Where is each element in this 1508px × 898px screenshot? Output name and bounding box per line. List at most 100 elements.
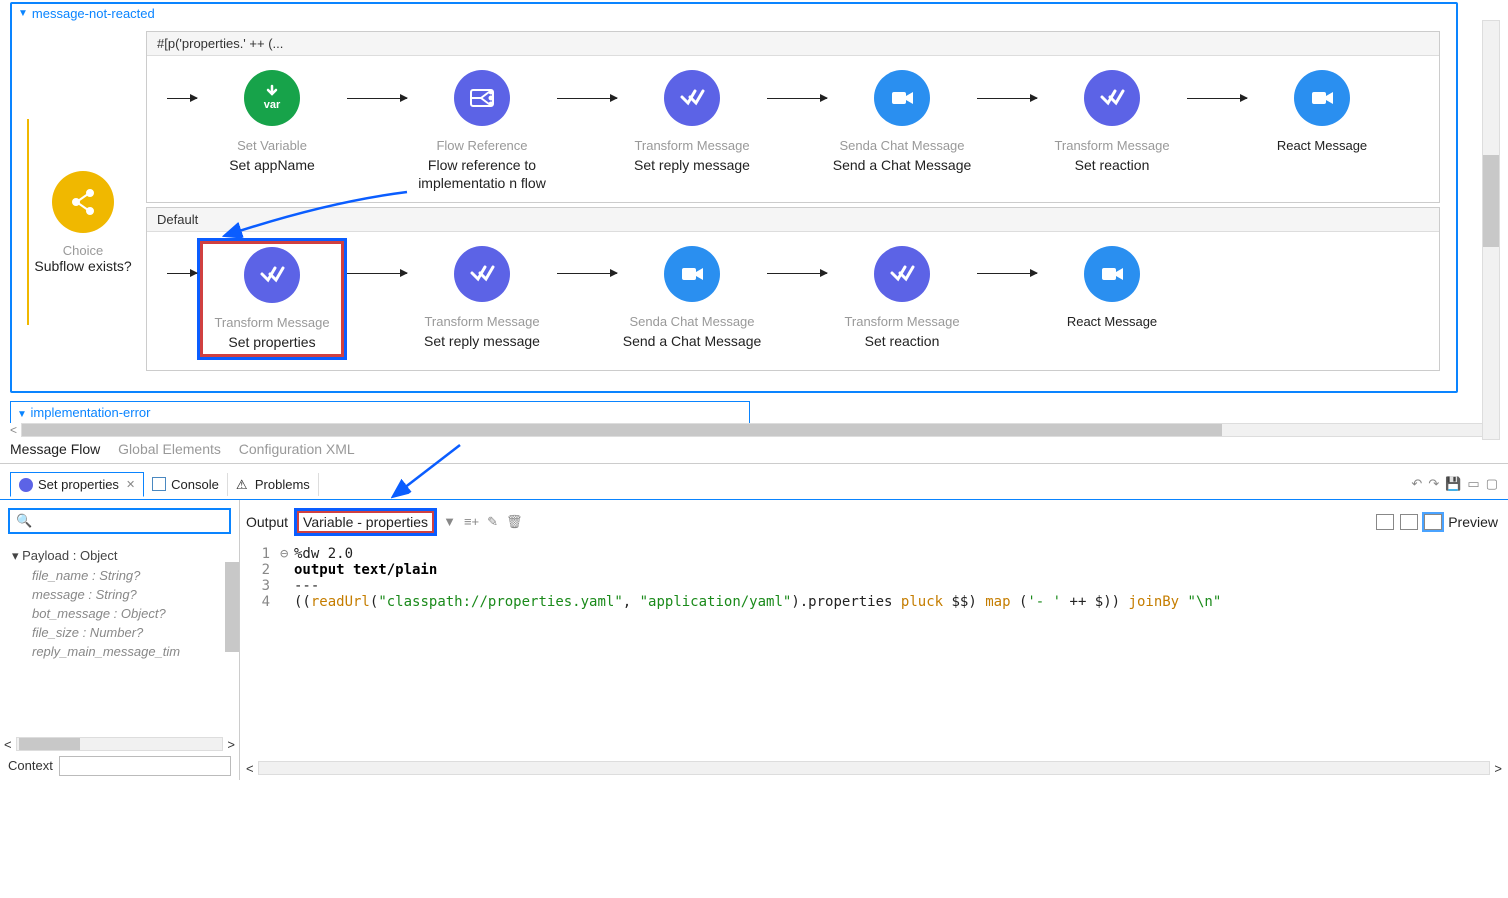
node-icon	[1084, 246, 1140, 302]
choice-node[interactable]: Choice Subflow exists?	[28, 31, 138, 274]
node-icon	[664, 70, 720, 126]
context-row: Context	[0, 752, 239, 780]
search-icon: 🔍	[16, 513, 32, 529]
tree-vscroll[interactable]	[225, 562, 239, 652]
arrow	[767, 246, 827, 302]
arrow	[977, 246, 1037, 302]
tab-config-xml[interactable]: Configuration XML	[239, 441, 355, 457]
tree-root[interactable]: ▾ Payload : Object	[8, 546, 239, 566]
flow-node[interactable]: Transform MessageSet properties	[197, 238, 347, 360]
flow-node[interactable]: Transform MessageSet reply message	[407, 246, 557, 350]
canvas-vscroll[interactable]	[1482, 20, 1500, 440]
node-label: Flow reference to implementatio n flow	[407, 156, 557, 192]
minimize-icon[interactable]: ▭	[1467, 476, 1479, 492]
flow-node[interactable]: Transform Message Set reaction	[827, 246, 977, 350]
node-icon	[874, 70, 930, 126]
undo-icon[interactable]: ↶	[1411, 476, 1422, 492]
flow-body: Choice Subflow exists? #[p('properties.'…	[12, 23, 1456, 391]
output-row: Output Variable - properties ▼ ≡+ ✎ 🗑 Pr…	[240, 500, 1508, 544]
node-icon	[454, 70, 510, 126]
tree-item[interactable]: file_size : Number?	[8, 623, 239, 642]
flow-node[interactable]: Transform Message Set reply message	[617, 70, 767, 174]
branch-1-header[interactable]: #[p('properties.' ++ (...	[147, 32, 1439, 56]
choice-label-top: Choice	[28, 243, 138, 258]
node-label: Set reply message	[407, 332, 557, 350]
node-label: Set reply message	[617, 156, 767, 174]
arrow	[347, 70, 407, 126]
tree-panel: 🔍 ▾ Payload : Object file_name : String?…	[0, 500, 240, 780]
flow-node[interactable]: Senda Chat MessageSend a Chat Message	[827, 70, 977, 174]
node-label: Set reaction	[1037, 156, 1187, 174]
tree-item[interactable]: bot_message : Object?	[8, 604, 239, 623]
console-icon	[152, 477, 166, 491]
search-input[interactable]: 🔍	[8, 508, 231, 534]
tab-problems[interactable]: ⚠ Problems	[228, 473, 319, 496]
subflow-header[interactable]: ▼ implementation-error	[10, 401, 750, 423]
tab-message-flow[interactable]: Message Flow	[10, 441, 100, 457]
node-type: Transform Message	[204, 315, 340, 331]
save-icon[interactable]: 💾	[1445, 476, 1461, 492]
search-field[interactable]	[36, 513, 223, 528]
flow-header[interactable]: ▼ message-not-reacted	[12, 4, 1456, 23]
tree-item[interactable]: message : String?	[8, 585, 239, 604]
tree-item[interactable]: file_name : String?	[8, 566, 239, 585]
output-target[interactable]: Variable - properties	[294, 508, 437, 536]
flow-node[interactable]: Transform Message Set reaction	[1037, 70, 1187, 174]
redo-icon[interactable]: ↷	[1428, 476, 1439, 492]
tab-label: Console	[171, 477, 219, 492]
code-line[interactable]: 1⊖%dw 2.0	[240, 546, 1508, 562]
code-line[interactable]: 3---	[240, 578, 1508, 594]
code-line[interactable]: 4((readUrl("classpath://properties.yaml"…	[240, 594, 1508, 610]
context-box[interactable]	[59, 756, 231, 776]
context-label: Context	[8, 758, 53, 773]
node-type: Transform Message	[617, 138, 767, 154]
choice-line	[27, 119, 29, 325]
code-panel: Output Variable - properties ▼ ≡+ ✎ 🗑 Pr…	[240, 500, 1508, 780]
preview-label[interactable]: Preview	[1448, 514, 1498, 530]
node-type: Flow Reference	[407, 138, 557, 154]
arrow	[977, 70, 1037, 126]
tab-global-elements[interactable]: Global Elements	[118, 441, 221, 457]
layout-3-icon[interactable]	[1424, 514, 1442, 530]
node-icon: var	[244, 70, 300, 126]
arrow	[557, 70, 617, 126]
branch-default: Default Transform MessageSet propertiesT…	[146, 207, 1440, 371]
collapse-icon[interactable]: ▼	[17, 409, 27, 420]
node-label: Set reaction	[827, 332, 977, 350]
canvas-hscroll[interactable]: <>	[10, 423, 1498, 437]
flow-node[interactable]: Senda Chat MessageSend a Chat Message	[617, 246, 767, 350]
node-type: Transform Message	[827, 314, 977, 330]
delete-icon[interactable]: 🗑	[506, 514, 523, 530]
tree-hscroll[interactable]: <>	[0, 737, 239, 752]
layout-2-icon[interactable]	[1400, 514, 1418, 530]
code-hscroll[interactable]: <>	[240, 761, 1508, 780]
layout-1-icon[interactable]	[1376, 514, 1394, 530]
node-type: Senda Chat Message	[617, 314, 767, 330]
add-output-icon[interactable]: ≡+	[464, 514, 479, 529]
maximize-icon[interactable]: ▢	[1486, 476, 1498, 492]
code-line[interactable]: 2output text/plain	[240, 562, 1508, 578]
panel-tabs: Set properties ✕ Console ⚠ Problems ↶ ↷ …	[0, 470, 1508, 500]
payload-tree[interactable]: ▾ Payload : Object file_name : String?me…	[0, 542, 239, 737]
branch-1: #[p('properties.' ++ (... var Set Variabl…	[146, 31, 1440, 203]
close-icon[interactable]: ✕	[126, 478, 135, 491]
tab-label: Problems	[255, 477, 310, 492]
tree-item[interactable]: reply_main_message_tim	[8, 642, 239, 661]
flow-node[interactable]: React Message	[1247, 70, 1397, 154]
branch-default-header[interactable]: Default	[147, 208, 1439, 232]
flow-node[interactable]: Flow Reference Flow reference to implemen…	[407, 70, 557, 192]
node-icon	[664, 246, 720, 302]
node-icon	[1294, 70, 1350, 126]
node-icon	[874, 246, 930, 302]
node-icon	[1084, 70, 1140, 126]
code-editor[interactable]: 1⊖%dw 2.02output text/plain3---4((readUr…	[240, 544, 1508, 761]
collapse-icon[interactable]: ▼	[18, 8, 28, 19]
dropdown-icon[interactable]: ▼	[443, 514, 456, 529]
node-type: Set Variable	[197, 138, 347, 154]
node-type: Transform Message	[1037, 138, 1187, 154]
tab-set-properties[interactable]: Set properties ✕	[10, 472, 144, 497]
flow-node[interactable]: React Message	[1037, 246, 1187, 330]
tab-console[interactable]: Console	[144, 473, 228, 496]
edit-icon[interactable]: ✎	[487, 514, 498, 530]
flow-node[interactable]: varSet VariableSet appName	[197, 70, 347, 174]
